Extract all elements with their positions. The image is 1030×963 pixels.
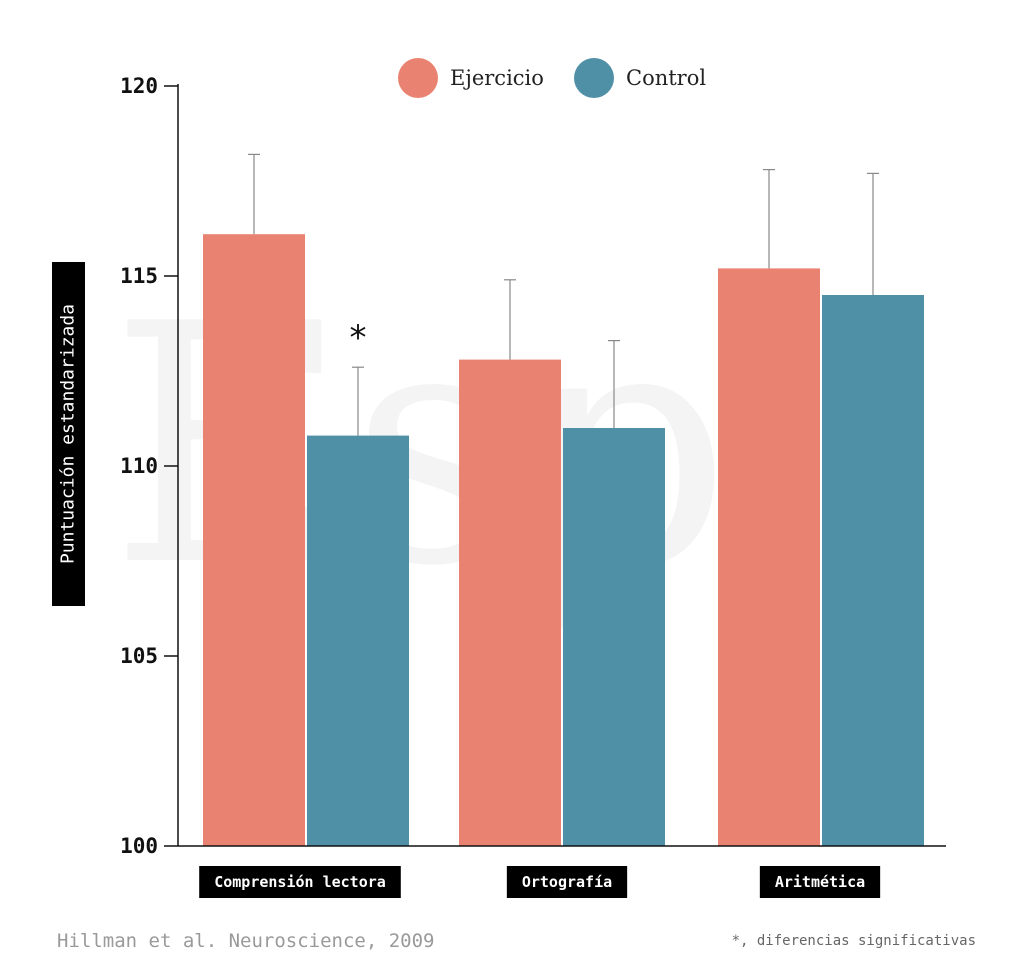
x-tick-label: Ortografía bbox=[522, 873, 612, 891]
significance-marker: * bbox=[350, 318, 367, 358]
source-citation: Hillman et al. Neuroscience, 2009 bbox=[57, 930, 435, 952]
x-label-box bbox=[199, 866, 401, 898]
error-bars bbox=[248, 153, 879, 436]
x-axis-labels: Comprensión lectora Ortografía Aritmética bbox=[199, 866, 881, 898]
x-label-comprension-lectora: Comprensión lectora bbox=[199, 866, 401, 898]
significance-markers: * bbox=[350, 318, 367, 358]
bar-ejercicio-ortografia bbox=[459, 359, 561, 846]
y-axis-title-box bbox=[52, 262, 85, 606]
y-tick-label: 110 bbox=[120, 454, 158, 478]
y-axis: 100 105 110 115 120 bbox=[120, 74, 946, 858]
legend-label-control: Control bbox=[626, 66, 706, 90]
x-label-ortografia: Ortografía bbox=[506, 866, 628, 898]
y-tick-label: 115 bbox=[120, 264, 158, 288]
legend: Ejercicio Control bbox=[398, 58, 706, 98]
y-axis-title-text: Puntuación estandarizada bbox=[58, 304, 79, 564]
y-tick-label: 100 bbox=[120, 834, 158, 858]
bar-control-ortografia bbox=[563, 428, 665, 846]
bar-control-aritmetica bbox=[822, 295, 924, 846]
x-label-box bbox=[506, 866, 628, 898]
x-tick-label: Comprensión lectora bbox=[214, 873, 386, 891]
bar-ejercicio-aritmetica bbox=[718, 268, 820, 846]
x-label-box bbox=[759, 866, 881, 898]
x-tick-label: Aritmética bbox=[775, 873, 865, 891]
bar-control-comprension-lectora bbox=[307, 435, 409, 846]
x-label-aritmetica: Aritmética bbox=[759, 866, 881, 898]
significance-note: *, diferencias significativas bbox=[732, 933, 976, 949]
legend-swatch-control bbox=[574, 58, 614, 98]
legend-label-ejercicio: Ejercicio bbox=[450, 66, 544, 90]
bars bbox=[203, 234, 924, 846]
y-tick-label: 105 bbox=[120, 644, 158, 668]
y-tick-label: 120 bbox=[120, 74, 158, 98]
legend-swatch-ejercicio bbox=[398, 58, 438, 98]
bar-ejercicio-comprension-lectora bbox=[203, 234, 305, 846]
y-axis-title: Puntuación estandarizada bbox=[52, 262, 85, 606]
